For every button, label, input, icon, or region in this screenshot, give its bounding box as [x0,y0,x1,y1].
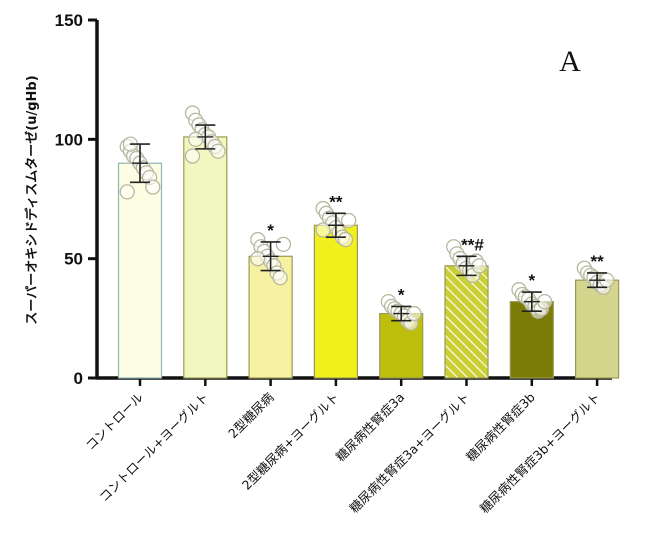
y-axis-label: スーパーオキシドディスムターゼ(u/gHb) [24,75,40,324]
x-tick-label: 糖尿病性腎症3b [463,389,538,464]
significance-label: * [528,271,535,290]
error-bars-group [130,124,608,322]
x-tick-label: 糖尿病性腎症3b+ヨーグルト [477,390,603,516]
panel-label: A [559,45,581,78]
data-point [272,270,288,286]
bar [574,279,620,379]
bar [444,265,489,379]
y-tick-label: 150 [55,11,83,30]
data-point [337,231,354,248]
significance-label: * [267,221,274,240]
data-point [315,222,331,238]
significance-label: * [398,285,405,304]
bar [313,224,358,379]
data-point [275,236,292,252]
significance-label: ** [590,252,604,271]
x-tick-label: 糖尿病性腎症3a+ヨーグルト [346,390,472,516]
y-tick-label: 100 [55,130,83,149]
x-tick-label: 2型糖尿病 [225,390,277,442]
significance-label: **# [461,235,484,254]
axes: 0 50 100 150 スーパーオキシドディスムターゼ(u/gHb) A [24,11,612,388]
significance-label: ** [329,192,343,211]
data-point [341,212,357,229]
bar [183,136,228,379]
dots-group [119,105,615,331]
data-point [188,131,204,147]
data-point [119,184,135,200]
data-point [184,148,201,164]
data-point [250,251,266,267]
y-tick-label: 0 [74,369,83,388]
x-tick-label: コントロール+ヨーグルト [96,390,211,505]
x-tick-label: 糖尿病性腎症3a [333,390,408,465]
data-point [145,179,161,195]
x-tick-label: コントロール [82,390,146,454]
y-tick-label: 50 [64,250,83,269]
bars-group [117,136,620,379]
data-point [210,143,226,159]
